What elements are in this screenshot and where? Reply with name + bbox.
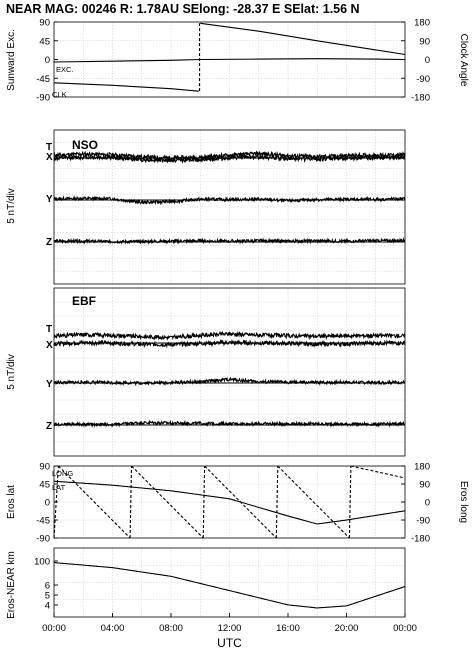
tick-label-left: 0 bbox=[45, 498, 50, 509]
label-ebf-y: Y bbox=[46, 379, 53, 390]
section-label-nso: NSO bbox=[72, 138, 98, 152]
series-eros-long bbox=[275, 465, 279, 539]
tick-label-left: -45 bbox=[36, 516, 50, 527]
x-tick-label: 12:00 bbox=[218, 623, 242, 634]
tick-label-left: 45 bbox=[39, 36, 50, 47]
series-eros-long bbox=[131, 465, 204, 539]
series-sunward-exc bbox=[53, 58, 406, 63]
label-nso-t: T bbox=[46, 142, 52, 153]
label-lat: LAT bbox=[52, 483, 66, 492]
axis-title-sunward-exc: Sunward Exc. bbox=[6, 29, 17, 91]
tick-label-left: 4 bbox=[45, 601, 50, 612]
tick-label-right: 90 bbox=[419, 480, 430, 491]
tick-label-left: 100 bbox=[34, 557, 50, 568]
series-ebf-x bbox=[53, 339, 406, 349]
x-tick-label: 00:00 bbox=[42, 623, 66, 634]
tick-label-left: 90 bbox=[39, 462, 50, 473]
axis-title-clock-angle: Clock Angle bbox=[458, 34, 469, 87]
tick-label-right: 0 bbox=[425, 55, 430, 66]
figure-title: NEAR MAG: 00246 R: 1.78AU SElong: -28.37… bbox=[6, 2, 360, 16]
label-ebf-x: X bbox=[46, 340, 53, 351]
series-nso-t bbox=[53, 150, 406, 162]
label-clk: CLK bbox=[52, 90, 67, 99]
series-clock-angle bbox=[200, 22, 406, 56]
series-eros-long bbox=[277, 465, 350, 539]
tick-label-right: 180 bbox=[414, 18, 430, 29]
x-tick-label: 08:00 bbox=[159, 623, 183, 634]
tick-label-right: 180 bbox=[414, 462, 430, 473]
series-eros-long bbox=[58, 465, 131, 539]
label-ebf-z: Z bbox=[46, 421, 52, 432]
label-ebf-t: T bbox=[46, 324, 52, 335]
series-eros-long bbox=[202, 465, 206, 539]
series-eros-long bbox=[350, 465, 406, 479]
panel-ebf-frame bbox=[53, 287, 406, 457]
x-tick-label: 00:00 bbox=[393, 623, 417, 634]
series-eros-long bbox=[348, 465, 352, 539]
axis-title-eros-long: Eros long bbox=[458, 481, 469, 523]
tick-label-right: -180 bbox=[411, 534, 430, 545]
tick-label-right: -180 bbox=[411, 93, 430, 104]
label-exc: EXC. bbox=[56, 65, 74, 74]
axis-title-nso-div: 5 nT/div bbox=[6, 188, 17, 224]
tick-label-left: 6 bbox=[45, 581, 50, 592]
label-long: LONG bbox=[52, 469, 73, 478]
series-eros-near-km bbox=[53, 561, 406, 609]
tick-label-right: 0 bbox=[425, 498, 430, 509]
label-nso-z: Z bbox=[46, 237, 52, 248]
series-nso-y bbox=[53, 195, 406, 206]
series-eros-lat bbox=[53, 480, 406, 525]
axis-title-ebf-div: 5 nT/div bbox=[6, 354, 17, 390]
label-nso-x: X bbox=[46, 152, 53, 163]
x-tick-label: 04:00 bbox=[101, 623, 125, 634]
series-nso-z bbox=[53, 236, 406, 245]
tick-label-left: -90 bbox=[36, 93, 50, 104]
x-tick-label: 16:00 bbox=[276, 623, 300, 634]
tick-label-left: -45 bbox=[36, 74, 50, 85]
tick-label-left: 0 bbox=[45, 55, 50, 66]
tick-label-right: -90 bbox=[416, 74, 430, 85]
series-eros-long bbox=[129, 465, 133, 539]
series-nso-x bbox=[53, 154, 406, 164]
series-eros-long bbox=[53, 465, 59, 539]
tick-label-left: 5 bbox=[45, 591, 50, 602]
series-eros-long bbox=[204, 465, 277, 539]
tick-label-right: 90 bbox=[419, 36, 430, 47]
section-label-ebf: EBF bbox=[72, 294, 96, 308]
x-tick-label: 20:00 bbox=[335, 623, 359, 634]
series-clock-angle bbox=[53, 82, 199, 92]
tick-label-left: -90 bbox=[36, 534, 50, 545]
series-ebf-z bbox=[53, 419, 406, 428]
tick-label-left: 45 bbox=[39, 480, 50, 491]
panel-nso-frame bbox=[53, 129, 406, 285]
series-ebf-y bbox=[53, 376, 406, 387]
x-axis-title: UTC bbox=[217, 636, 242, 650]
axis-title-eros-near-km: Eros-NEAR km bbox=[6, 551, 17, 619]
axis-title-eros-lat: Eros lat bbox=[6, 485, 17, 519]
tick-label-right: -90 bbox=[416, 516, 430, 527]
series-ebf-t bbox=[53, 330, 406, 342]
tick-label-left: 90 bbox=[39, 18, 50, 29]
label-nso-y: Y bbox=[46, 194, 53, 205]
